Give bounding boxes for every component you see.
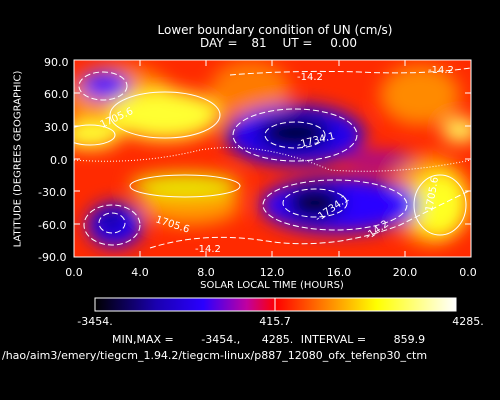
chart-subtitle: DAY = 81 UT = 0.00 <box>200 36 357 50</box>
y-tick-label: 90.0 <box>44 56 69 69</box>
x-tick-label: 8.0 <box>197 266 215 279</box>
chart-title: Lower boundary condition of UN (cm/s) <box>157 23 393 37</box>
x-tick-label: 4.0 <box>131 266 149 279</box>
y-tick-label: 30.0 <box>44 121 69 134</box>
colorbar-mid-label: 415.7 <box>259 315 291 328</box>
minmax-label: MIN,MAX = <box>112 333 174 346</box>
x-axis-title: SOLAR LOCAL TIME (HOURS) <box>200 280 344 291</box>
interval-label: INTERVAL = <box>300 333 367 346</box>
x-tick-label: 16.0 <box>326 266 352 279</box>
x-tick-label: 12.0 <box>259 266 285 279</box>
colorbar-max-label: 4285. <box>452 315 484 328</box>
x-tick-label: 0.0 <box>65 266 83 279</box>
interval-value: 859.9 <box>393 333 426 346</box>
axis-ticks <box>73 60 471 257</box>
y-tick-label: 0.0 <box>50 154 68 167</box>
y-tick-label: 60.0 <box>44 88 69 101</box>
x-tick-label: 0.0 <box>459 266 477 279</box>
field-fill <box>74 60 471 257</box>
ut-value: 0.00 <box>330 36 357 50</box>
y-tick-label: -90.0 <box>38 251 67 264</box>
contour-label: -14.2 <box>195 244 221 255</box>
colorbar-min-label: -3454. <box>77 315 113 328</box>
x-tick-label: 20.0 <box>392 266 418 279</box>
file-path: /hao/aim3/emery/tiegcm_1.94.2/tiegcm-lin… <box>2 349 428 362</box>
contour-label: -14.2 <box>297 72 323 83</box>
y-tick-label: -60.0 <box>38 219 67 232</box>
max-value: 4285. <box>261 333 294 346</box>
min-value: -3454., <box>201 333 241 346</box>
day-value: 81 <box>251 36 267 50</box>
ut-label: UT = <box>282 36 313 50</box>
day-label: DAY = <box>200 36 238 50</box>
y-tick-label: -30.0 <box>38 186 67 199</box>
contour-label: -14.2 <box>428 65 454 76</box>
y-axis-title: LATITUDE (DEGREES GEOGRAPHIC) <box>12 70 24 248</box>
stats-line: MIN,MAX = -3454., 4285. INTERVAL = 859.9 <box>112 333 425 346</box>
